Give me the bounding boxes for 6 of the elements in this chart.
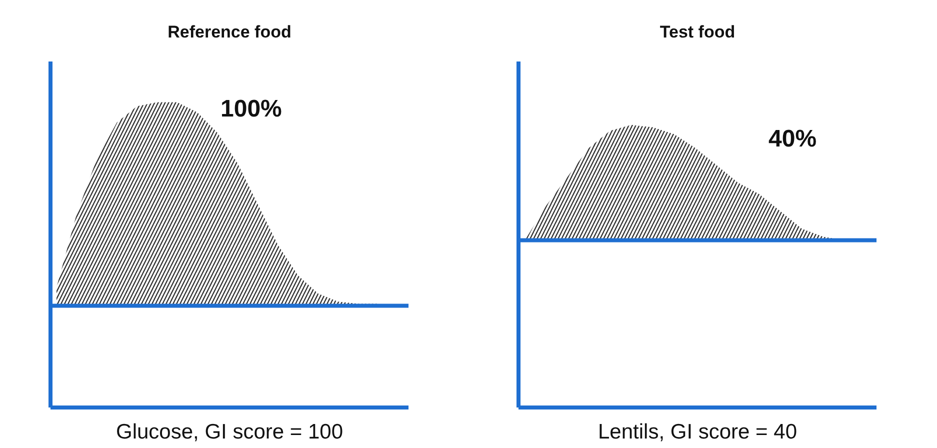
- text: Glucose, GI score = 100: [116, 420, 344, 444]
- annotation: 100%: [220, 96, 282, 122]
- annotation: 40%: [768, 126, 817, 152]
- chart-title: Reference food: [168, 22, 292, 42]
- chart-title: Test food: [660, 22, 736, 42]
- text: Lentils, GI score = 40: [598, 420, 798, 444]
